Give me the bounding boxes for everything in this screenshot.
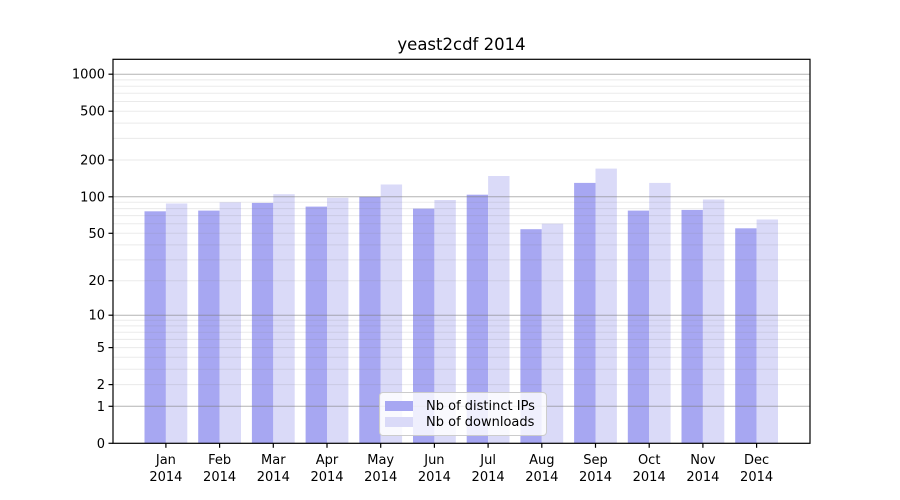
bar-distinct-ips-oct — [627, 210, 650, 444]
x-tick-label-apr: Apr 2014 — [310, 453, 343, 485]
bar-distinct-ips-dec — [735, 228, 757, 444]
bar-distinct-ips-mar — [251, 202, 274, 444]
plot-border — [112, 58, 811, 444]
bar-distinct-ips-sep — [574, 182, 596, 444]
legend-label-distinct-ips: Nb of distinct IPs — [426, 398, 535, 414]
y-tick-label: 5 — [97, 341, 105, 356]
legend-swatch-distinct-ips — [385, 401, 413, 411]
y-tick-label: 500 — [80, 105, 105, 120]
legend: Nb of distinct IPs Nb of downloads — [379, 392, 547, 436]
legend-item-downloads: Nb of downloads — [385, 415, 538, 430]
y-tick-label: 1 — [97, 400, 105, 415]
x-tick-label-jul: Jul 2014 — [472, 453, 505, 485]
x-tick-label-dec: Dec 2014 — [740, 453, 773, 485]
bar-downloads-sep — [595, 168, 617, 444]
y-tick-label: 10 — [88, 309, 105, 324]
bar-distinct-ips-jun — [413, 208, 435, 444]
bar-distinct-ips-jul — [466, 194, 489, 444]
x-tick-label-jun: Jun 2014 — [418, 453, 451, 485]
x-tick-label-aug: Aug 2014 — [525, 453, 558, 485]
chart-title: yeast2cdf 2014 — [397, 35, 526, 54]
bar-downloads-may — [380, 184, 403, 444]
legend-label-downloads: Nb of downloads — [426, 414, 535, 430]
x-tick-label-oct: Oct 2014 — [633, 453, 666, 485]
bar-distinct-ips-jan — [144, 211, 166, 444]
bar-downloads-jan — [165, 203, 188, 444]
y-tick-label: 50 — [88, 227, 105, 242]
y-tick-label: 200 — [80, 154, 105, 169]
x-tick-label-nov: Nov 2014 — [686, 453, 719, 485]
y-tick-label: 2 — [97, 378, 105, 393]
x-tick-label-feb: Feb 2014 — [203, 453, 236, 485]
y-tick-label: 1000 — [72, 68, 105, 83]
x-tick-label-may: May 2014 — [364, 453, 397, 485]
bar-downloads-nov — [702, 199, 725, 444]
bar-downloads-dec — [756, 219, 778, 444]
y-tick-label: 0 — [97, 437, 105, 452]
x-tick-label-jan: Jan 2014 — [149, 453, 182, 485]
y-tick-label: 20 — [88, 274, 105, 289]
bar-distinct-ips-may — [359, 196, 381, 444]
bar-downloads-apr — [327, 197, 349, 444]
y-tick-label: 100 — [80, 190, 105, 205]
bar-downloads-mar — [273, 194, 295, 444]
legend-swatch-downloads — [385, 417, 413, 427]
bar-downloads-jul — [488, 176, 510, 444]
bar-distinct-ips-aug — [520, 229, 542, 444]
bar-downloads-aug — [541, 223, 564, 444]
x-tick-label-sep: Sep 2014 — [579, 453, 612, 485]
bar-distinct-ips-apr — [305, 206, 327, 444]
bar-downloads-feb — [219, 202, 241, 444]
bar-downloads-oct — [649, 182, 671, 444]
x-tick-label-mar: Mar 2014 — [257, 453, 290, 485]
bar-downloads-jun — [434, 200, 456, 444]
bar-distinct-ips-nov — [681, 209, 703, 444]
legend-item-distinct-ips: Nb of distinct IPs — [385, 399, 538, 414]
bar-distinct-ips-feb — [198, 210, 220, 444]
